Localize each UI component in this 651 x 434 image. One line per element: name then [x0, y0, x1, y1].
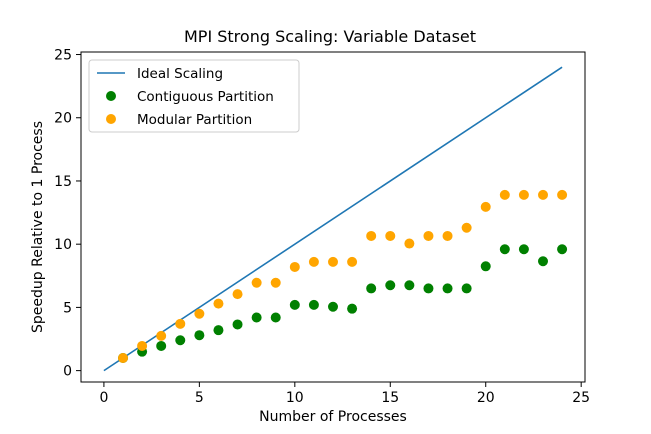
modular-point	[499, 189, 510, 200]
x-tick-label: 25	[572, 390, 590, 406]
contiguous-point	[404, 280, 415, 291]
y-tick-label: 10	[54, 237, 72, 253]
modular-point	[194, 308, 205, 319]
legend: Ideal Scaling Contiguous Partition Modular…	[88, 59, 300, 133]
contiguous-point	[289, 299, 300, 310]
chart-title: MPI Strong Scaling: Variable Dataset	[184, 27, 476, 46]
modular-point	[251, 277, 262, 288]
y-tick-label: 20	[54, 111, 72, 127]
contiguous-point	[347, 303, 358, 314]
modular-point	[538, 189, 548, 200]
contiguous-point	[213, 325, 224, 336]
modular-point	[156, 330, 167, 341]
y-tick-label: 15	[54, 174, 72, 190]
x-tick-label: 5	[195, 390, 204, 406]
modular-point	[175, 318, 186, 329]
legend-box	[88, 59, 300, 133]
contiguous-point	[328, 301, 338, 312]
modular-point	[270, 277, 281, 288]
legend-marker-swatch	[106, 114, 116, 124]
modular-point	[366, 230, 377, 241]
contiguous-point	[480, 261, 491, 272]
modular-point	[557, 189, 568, 200]
plot-area	[103, 66, 568, 372]
legend-label: Modular Partition	[137, 112, 252, 128]
legend-marker-swatch	[106, 91, 116, 101]
modular-point	[442, 230, 453, 241]
modular-point	[423, 230, 434, 241]
x-axis-label: Number of Processes	[259, 409, 407, 425]
contiguous-point	[194, 330, 205, 341]
x-tick-label: 15	[381, 390, 399, 406]
y-axis-label: Speedup Relative to 1 Process	[30, 121, 46, 333]
modular-point	[518, 189, 529, 200]
legend-label: Contiguous Partition	[137, 89, 274, 105]
y-tick-label: 25	[54, 48, 72, 64]
contiguous-point	[156, 340, 167, 351]
contiguous-point	[175, 335, 186, 346]
modular-point	[137, 340, 148, 351]
contiguous-point	[232, 319, 243, 330]
y-tick-label: 0	[63, 364, 72, 380]
modular-point	[328, 256, 338, 267]
contiguous-point	[308, 299, 319, 310]
modular-point	[347, 256, 358, 267]
axis-ticks: 0 5 10 15 20 25 0 5 10 15 20 25	[54, 48, 590, 406]
modular-point	[480, 201, 491, 212]
modular-point	[232, 289, 243, 300]
contiguous-point	[423, 283, 434, 294]
y-tick-label: 5	[63, 300, 72, 316]
contiguous-point	[538, 256, 548, 267]
modular-point	[385, 230, 396, 241]
x-tick-label: 10	[286, 390, 304, 406]
contiguous-point	[499, 244, 510, 255]
modular-point	[404, 238, 415, 249]
contiguous-point	[251, 312, 262, 323]
contiguous-point	[557, 244, 568, 255]
x-tick-label: 20	[477, 390, 495, 406]
plot-frame	[80, 51, 586, 383]
contiguous-point	[366, 283, 377, 294]
modular-point	[308, 256, 319, 267]
x-tick-label: 0	[99, 390, 108, 406]
modular-point	[213, 298, 224, 309]
modular-point	[289, 261, 300, 272]
legend-label: Ideal Scaling	[137, 66, 223, 82]
contiguous-point	[385, 280, 396, 291]
modular-point	[461, 222, 472, 233]
modular-point	[118, 352, 128, 363]
contiguous-point	[518, 244, 529, 255]
contiguous-point	[442, 283, 453, 294]
contiguous-point	[270, 312, 281, 323]
contiguous-point	[461, 283, 472, 294]
